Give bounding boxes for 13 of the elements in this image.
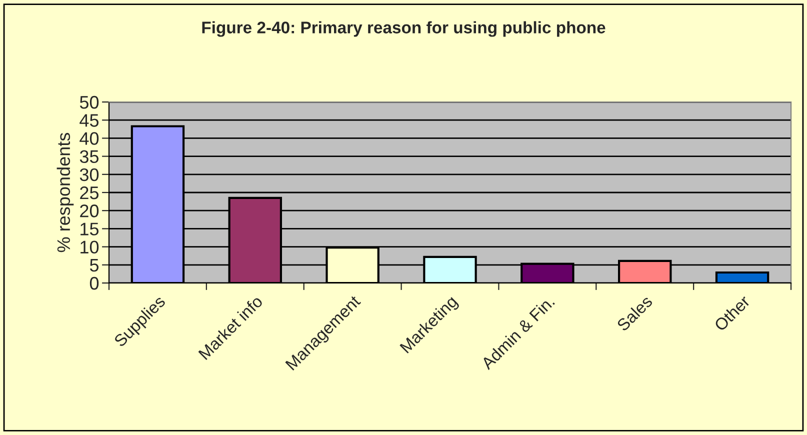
y-tick-label: 50 [80, 96, 99, 109]
chart-title: Figure 2-40: Primary reason for using public phone [202, 21, 606, 37]
y-axis-title: % respondents [56, 132, 74, 252]
y-tick-label: 20 [80, 204, 99, 218]
y-tick-label: 5 [90, 259, 99, 272]
y-tick-label: 40 [80, 132, 99, 145]
y-tick-label: 15 [80, 222, 99, 236]
y-tick-label: 25 [80, 186, 99, 200]
y-tick-label: 35 [80, 150, 99, 164]
y-tick-label: 30 [80, 168, 99, 182]
y-tick-label: 45 [80, 114, 99, 127]
y-tick-label: 0 [90, 276, 99, 290]
y-tick-label: 10 [80, 240, 99, 254]
